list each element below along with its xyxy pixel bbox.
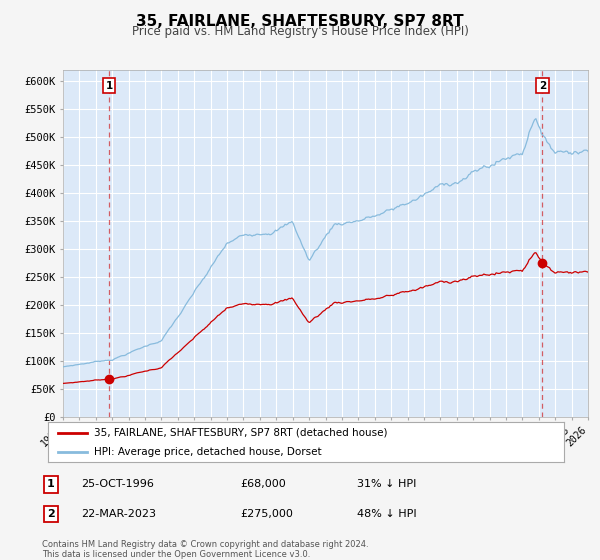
Text: 22-MAR-2023: 22-MAR-2023 [81, 509, 156, 519]
Text: 25-OCT-1996: 25-OCT-1996 [81, 479, 154, 489]
Text: HPI: Average price, detached house, Dorset: HPI: Average price, detached house, Dors… [94, 447, 322, 457]
Text: 2: 2 [47, 509, 55, 519]
Text: 35, FAIRLANE, SHAFTESBURY, SP7 8RT: 35, FAIRLANE, SHAFTESBURY, SP7 8RT [136, 14, 464, 29]
Text: £275,000: £275,000 [240, 509, 293, 519]
Text: 1: 1 [47, 479, 55, 489]
Text: £68,000: £68,000 [240, 479, 286, 489]
Text: Contains HM Land Registry data © Crown copyright and database right 2024.
This d: Contains HM Land Registry data © Crown c… [42, 540, 368, 559]
Text: 48% ↓ HPI: 48% ↓ HPI [357, 509, 416, 519]
Text: 35, FAIRLANE, SHAFTESBURY, SP7 8RT (detached house): 35, FAIRLANE, SHAFTESBURY, SP7 8RT (deta… [94, 428, 388, 438]
Text: 1: 1 [106, 81, 113, 91]
Text: 31% ↓ HPI: 31% ↓ HPI [357, 479, 416, 489]
Text: Price paid vs. HM Land Registry's House Price Index (HPI): Price paid vs. HM Land Registry's House … [131, 25, 469, 38]
Text: 2: 2 [539, 81, 546, 91]
